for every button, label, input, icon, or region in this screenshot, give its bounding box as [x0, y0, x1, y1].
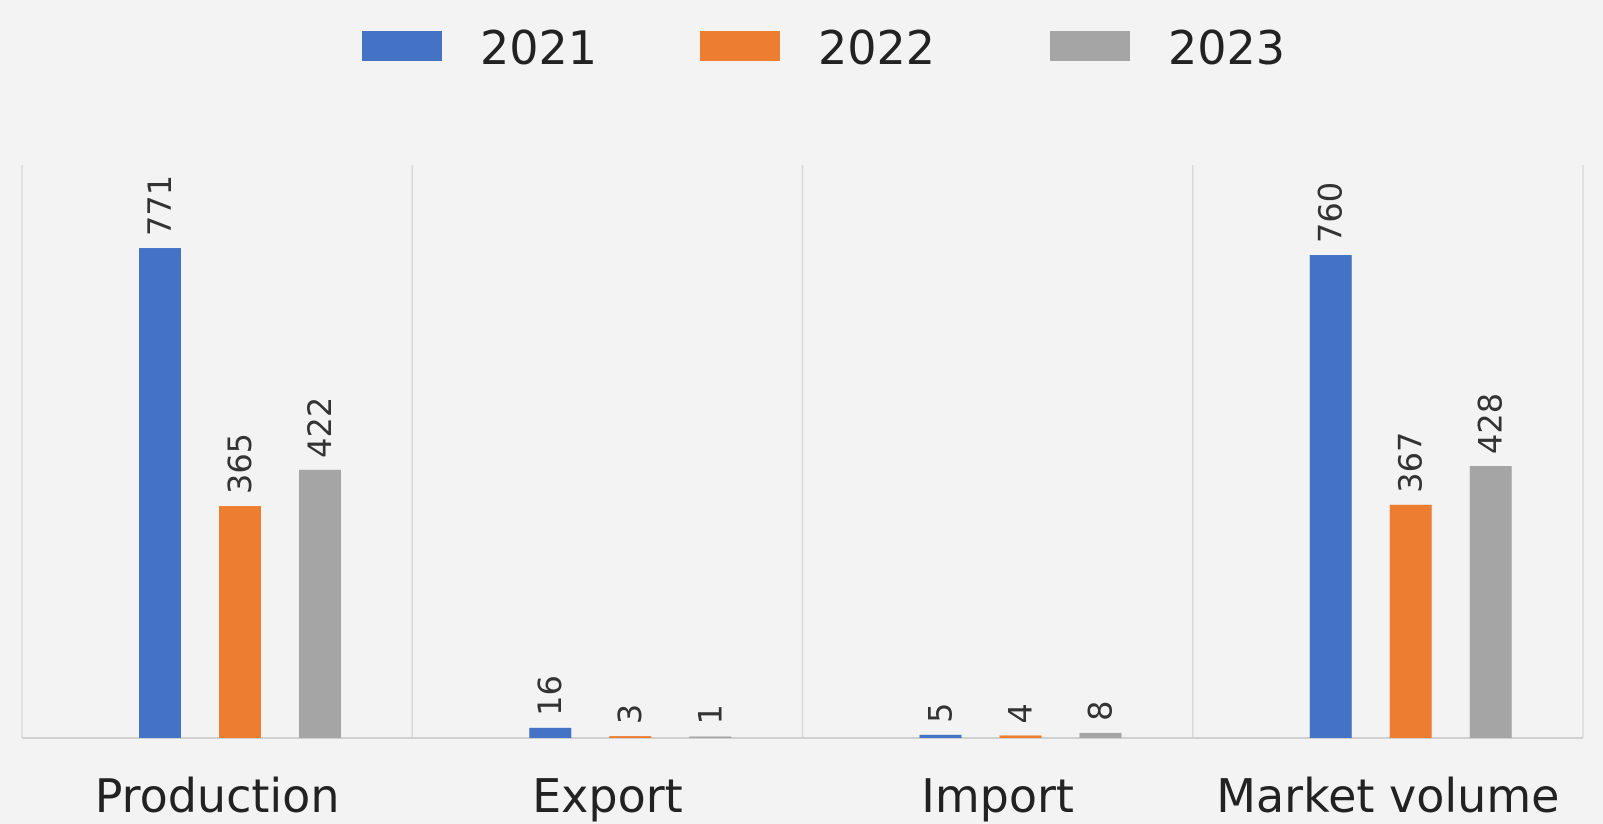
- legend-swatch-2023: [1050, 31, 1130, 61]
- bar-production-2021: [139, 248, 181, 739]
- category-label: Export: [532, 769, 683, 823]
- legend-label-2021: 2021: [480, 21, 597, 75]
- legend-swatch-2021: [362, 31, 442, 61]
- data-label: 771: [141, 175, 179, 236]
- legend-swatch-2022: [700, 31, 780, 61]
- data-label: 4: [1002, 703, 1040, 723]
- bar-production-2022: [219, 506, 261, 738]
- category-label: Market volume: [1216, 769, 1559, 823]
- data-label: 365: [221, 433, 259, 494]
- bar-export-2021: [529, 727, 572, 738]
- data-label: 422: [301, 397, 339, 458]
- bar-market-volume-2022: [1389, 504, 1432, 738]
- data-label: 367: [1392, 432, 1430, 493]
- bar-market-volume-2021: [1309, 255, 1352, 738]
- bar-production-2023: [299, 469, 341, 738]
- legend-label-2022: 2022: [818, 21, 935, 75]
- data-label: 1: [691, 704, 729, 724]
- data-label: 8: [1082, 701, 1120, 721]
- data-label: 5: [922, 702, 960, 722]
- category-label: Import: [921, 769, 1074, 823]
- category-label: Production: [95, 769, 340, 823]
- data-label: 16: [531, 675, 569, 716]
- bar-import-2022: [999, 735, 1042, 738]
- data-label: 760: [1312, 182, 1350, 243]
- data-label: 428: [1472, 393, 1510, 454]
- legend-label-2023: 2023: [1168, 21, 1285, 75]
- bar-import-2023: [1079, 732, 1122, 738]
- bar-export-2022: [609, 736, 652, 738]
- bar-market-volume-2023: [1469, 466, 1512, 738]
- bar-import-2021: [919, 734, 962, 738]
- bar-export-2023: [689, 736, 732, 738]
- data-label: 3: [611, 704, 649, 724]
